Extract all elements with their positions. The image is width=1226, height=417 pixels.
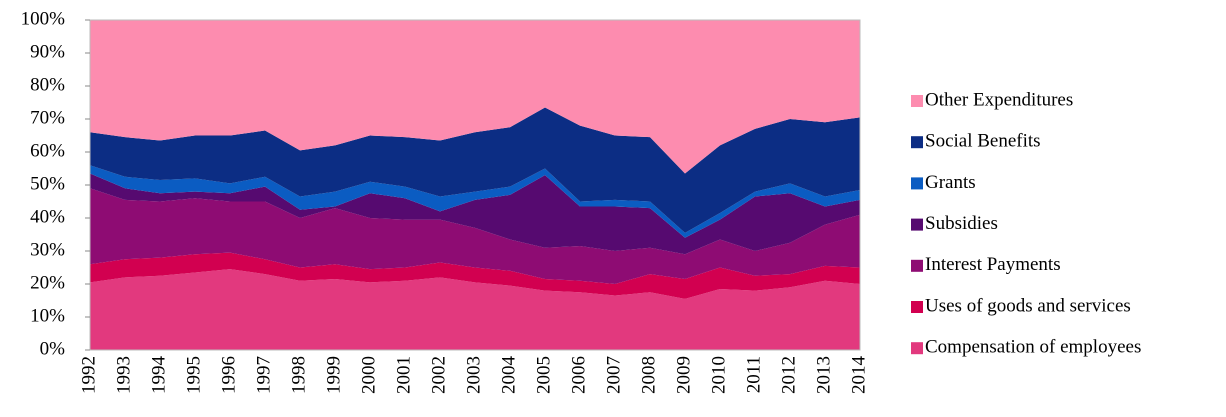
- x-tick-label: 1999: [323, 356, 344, 394]
- x-tick-label: 2011: [743, 356, 764, 393]
- area: [90, 107, 860, 233]
- legend-label: Interest Payments: [925, 254, 1061, 275]
- x-tick-label: 2007: [603, 356, 624, 394]
- x-tick-label: 2005: [533, 356, 554, 394]
- y-tick-label: 100%: [21, 8, 66, 29]
- y-tick-label: 30%: [30, 239, 65, 260]
- x-tick-label: 1996: [218, 356, 239, 394]
- x-tick-label: 2000: [358, 356, 379, 394]
- area: [90, 188, 860, 284]
- x-tick-label: 2009: [673, 356, 694, 394]
- legend-swatch: [911, 177, 923, 190]
- area: [90, 165, 860, 238]
- legend-swatch: [911, 218, 923, 231]
- area: [90, 173, 860, 255]
- y-tick-label: 80%: [30, 74, 65, 95]
- x-tick-label: 2012: [778, 356, 799, 394]
- x-tick-label: 2006: [568, 356, 589, 394]
- legend-swatch: [911, 301, 923, 313]
- y-tick-label: 60%: [30, 140, 65, 161]
- y-tick-label: 50%: [30, 173, 65, 194]
- x-tick-label: 1997: [253, 356, 274, 394]
- x-tick-label: 2003: [463, 356, 484, 394]
- y-tick-label: 0%: [40, 338, 66, 359]
- x-tick-label: 1995: [183, 356, 204, 394]
- x-tick-label: 2002: [428, 356, 449, 394]
- legend-label: Social Benefits: [925, 131, 1041, 152]
- x-tick-label: 2004: [498, 356, 519, 395]
- legend-label: Other Expenditures: [925, 89, 1073, 110]
- legend-swatch: [911, 259, 923, 272]
- x-tick-label: 1992: [78, 356, 99, 394]
- x-tick-label: 1998: [288, 356, 309, 394]
- legend-label: Subsidies: [925, 213, 998, 234]
- y-tick-label: 40%: [30, 206, 65, 227]
- x-tick-label: 2008: [638, 356, 659, 394]
- x-tick-label: 2001: [393, 356, 414, 394]
- area: [90, 269, 860, 350]
- x-tick-label: 2013: [813, 356, 834, 394]
- area: [90, 252, 860, 299]
- legend-swatch: [911, 342, 923, 355]
- x-tick-label: 1994: [148, 356, 169, 395]
- y-tick-label: 70%: [30, 107, 65, 128]
- legend-label: Uses of goods and services: [925, 295, 1131, 316]
- area: [90, 20, 860, 174]
- y-tick-label: 10%: [30, 305, 65, 326]
- x-tick-label: 1993: [113, 356, 134, 394]
- y-tick-label: 90%: [30, 41, 65, 62]
- legend-swatch: [911, 95, 923, 107]
- x-tick-label: 2010: [708, 356, 729, 394]
- legend-swatch: [911, 136, 923, 149]
- legend-label: Compensation of employees: [925, 337, 1141, 358]
- y-tick-label: 20%: [30, 272, 65, 293]
- x-tick-label: 2014: [848, 356, 869, 395]
- legend-label: Grants: [925, 172, 976, 193]
